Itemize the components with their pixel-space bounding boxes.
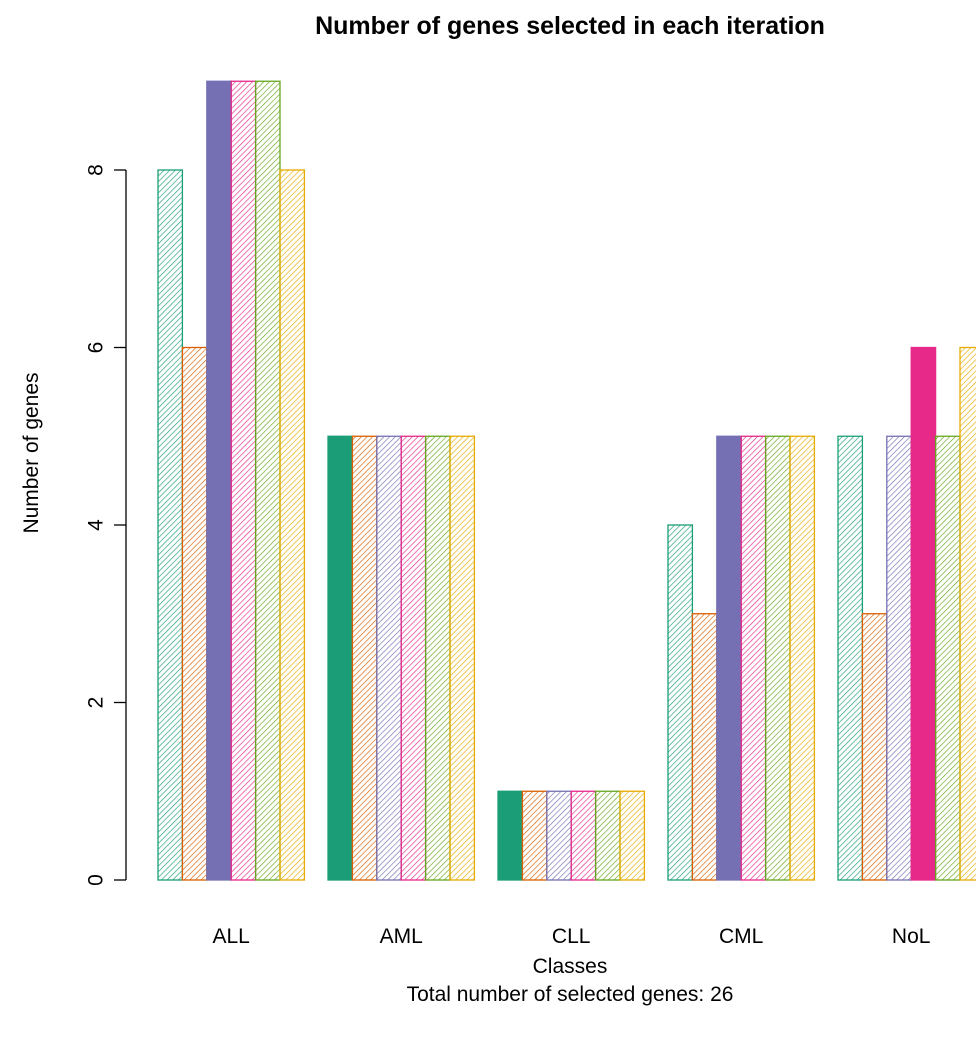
bar-all-series-3 (206, 80, 232, 881)
chart-subtitle: Total number of selected genes: 26 (406, 983, 734, 1006)
bar-nol-series-3 (886, 435, 912, 881)
bar-aml-series-4 (400, 435, 427, 881)
bar-aml-series-6 (449, 435, 476, 881)
bar-all-series-2 (181, 346, 208, 881)
bar-aml-series-3 (376, 435, 402, 881)
x-tick-label: CML (719, 925, 763, 948)
bar-cml-series-6 (789, 435, 816, 881)
y-tick-label: 8 (85, 164, 108, 176)
bar-aml-series-1 (327, 435, 354, 881)
bar-cll-series-4 (570, 790, 597, 881)
x-tick-label: ALL (213, 925, 250, 948)
bar-cml-series-3 (716, 435, 742, 881)
x-tick-label: NoL (892, 925, 931, 948)
bar-cll-series-5 (594, 790, 621, 881)
x-tick-label: AML (380, 925, 423, 948)
x-tick-label: CLL (552, 925, 591, 948)
bar-nol-series-6 (959, 346, 976, 881)
y-tick-label: 6 (85, 342, 108, 354)
bar-cll-series-2 (521, 790, 548, 881)
bar-all-series-5 (254, 80, 281, 881)
chart-title: Number of genes selected in each iterati… (315, 12, 825, 40)
bar-nol-series-5 (934, 435, 961, 881)
bar-cml-series-5 (764, 435, 791, 881)
y-tick-label: 0 (85, 874, 108, 886)
bar-cll-series-1 (497, 790, 524, 881)
bar-nol-series-2 (861, 613, 888, 881)
bar-aml-series-5 (424, 435, 451, 881)
bar-all-series-6 (279, 169, 306, 881)
bar-aml-series-2 (351, 435, 378, 881)
bar-cll-series-6 (619, 790, 646, 881)
bar-cml-series-1 (667, 524, 694, 881)
bar-cml-series-2 (691, 613, 718, 881)
x-axis-label: Classes (532, 955, 608, 978)
bar-cml-series-4 (740, 435, 767, 881)
bar-all-series-4 (230, 80, 257, 881)
bar-all-series-1 (157, 169, 184, 881)
bar-nol-series-1 (837, 435, 864, 881)
y-tick-label: 4 (85, 519, 108, 531)
bar-nol-series-4 (910, 346, 937, 881)
bar-cll-series-3 (546, 790, 572, 881)
y-tick-label: 2 (85, 697, 108, 709)
